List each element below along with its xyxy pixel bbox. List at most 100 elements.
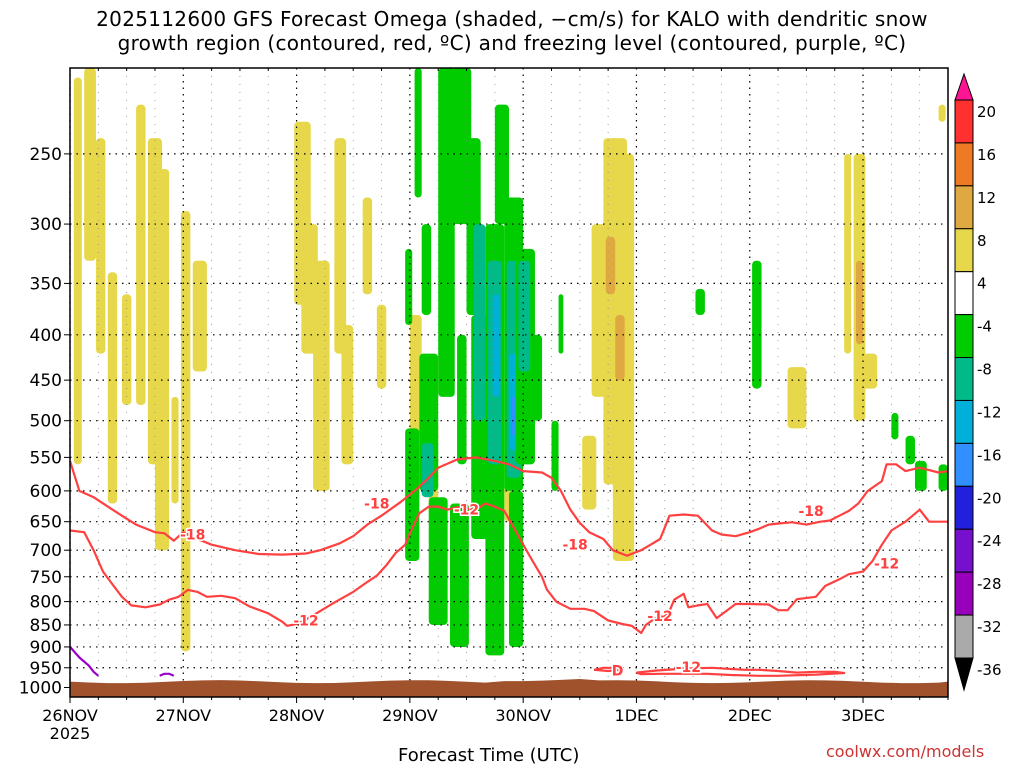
contour-line [636,666,846,677]
colorbar-bottom-arrow [954,657,974,692]
omega-cell [509,490,524,647]
y-tick-label: 400 [30,326,62,346]
contour-line [68,456,949,557]
chart-title-line-1: 2025112600 GFS Forecast Omega (shaded, −… [96,7,928,31]
omega-cell [73,77,82,465]
colorbar-box [954,228,974,273]
contour-label: -12 [676,660,701,676]
y-tick-label: 650 [30,513,62,533]
omega-cell [409,315,422,436]
omega-shading-layer [73,68,948,656]
x-tick-label: 3DEC [841,706,885,725]
omega-cell [438,68,455,397]
colorbar-box [954,142,974,187]
omega-cell [844,153,852,354]
colorbar-box [954,99,974,144]
contour-line [69,646,100,677]
y-tick-label: 900 [30,638,62,658]
omega-cell [473,224,486,421]
colorbar-label: -24 [977,532,1002,550]
omega-cell [494,104,509,225]
ground-surface [70,678,948,697]
x-tick-label: 26NOV [42,706,98,725]
colorbar-label: -32 [977,618,1002,636]
y-tick-label: 700 [30,541,62,561]
omega-cell [891,412,899,440]
contour-label: -18 [798,504,823,520]
y-tick-label: 600 [30,482,62,502]
omega-cell [428,497,448,625]
omega-cell [532,334,543,421]
contour-labels-layer: -18 -18 -12 -18 -18 -12 -12 -12 -12 D [179,495,901,681]
y-axis-ticks: 2503003504004505005506006507007508008509… [19,145,70,698]
plot-frame [69,67,949,698]
colorbar-label: 20 [977,103,996,121]
omega-cell [558,294,564,354]
y-tick-label: 950 [30,659,62,679]
colorbar-label: -4 [977,318,992,336]
y-tick-label: 550 [30,448,62,468]
omega-cell [121,294,132,405]
chart-title-line-2: growth region (contoured, red, ºC) and f… [117,31,907,55]
credit-link[interactable]: coolwx.com/models [826,742,985,761]
y-tick-label: 750 [30,568,62,588]
colorbar-label: -8 [977,361,992,379]
omega-cell [405,248,413,326]
omega-cell [511,396,517,436]
x-tick-label: 2DEC [728,706,772,725]
colorbar-label: -16 [977,446,1002,464]
omega-cell [914,460,927,491]
contour-label: -12 [647,609,672,625]
omega-cell [938,104,946,122]
y-tick-label: 250 [30,145,62,165]
contour-label: -18 [562,538,587,554]
colorbar-box [954,442,974,487]
y-tick-label: 500 [30,412,62,432]
omega-cell [136,104,146,405]
colorbar-box [954,271,974,316]
contour-label: -18 [180,527,205,543]
colorbar-box [954,485,974,530]
colorbar: 20 16 12 8 4 -4 -8 -12 -16 -20 -24 -28 -32 -36 [954,72,1002,692]
colorbar-label: 16 [977,146,996,164]
colorbar-top-arrow [954,72,974,101]
plot-border [69,67,949,698]
colorbar-box [954,571,974,616]
y-tick-label: 800 [30,593,62,613]
omega-cell [107,272,118,504]
colorbar-box [954,314,974,359]
omega-cell [171,396,179,504]
omega-cell [154,168,170,551]
omega-cell [452,68,472,225]
y-tick-label: 350 [30,274,62,294]
omega-cell [95,138,106,354]
colorbar-box [954,185,974,230]
omega-cell [414,68,422,198]
x-tick-sublabel: 2025 [50,724,91,743]
omega-cell [405,428,420,562]
x-tick-label: 1DEC [615,706,659,725]
colorbar-label: 4 [977,275,987,293]
y-tick-label: 450 [30,371,62,391]
omega-cell [591,224,606,397]
contour-label: -12 [874,557,899,573]
y-tick-label: 1000 [19,678,62,698]
colorbar-label: -12 [977,403,1002,421]
omega-cell [341,325,354,465]
contour-label: -18 [364,496,389,512]
x-axis-label: Forecast Time (UTC) [398,745,580,766]
omega-cell [605,236,616,295]
omega-cell [192,260,207,372]
omega-cell [376,304,387,389]
colorbar-box [954,528,974,573]
omega-cell [905,435,915,465]
omega-cell [863,353,878,389]
omega-cell [449,503,469,647]
omega-cell [551,420,559,491]
omega-cell [457,334,467,465]
contour-line [69,502,948,635]
omega-cell [313,260,330,491]
y-tick-label: 300 [30,215,62,235]
colorbar-label: -28 [977,575,1002,593]
